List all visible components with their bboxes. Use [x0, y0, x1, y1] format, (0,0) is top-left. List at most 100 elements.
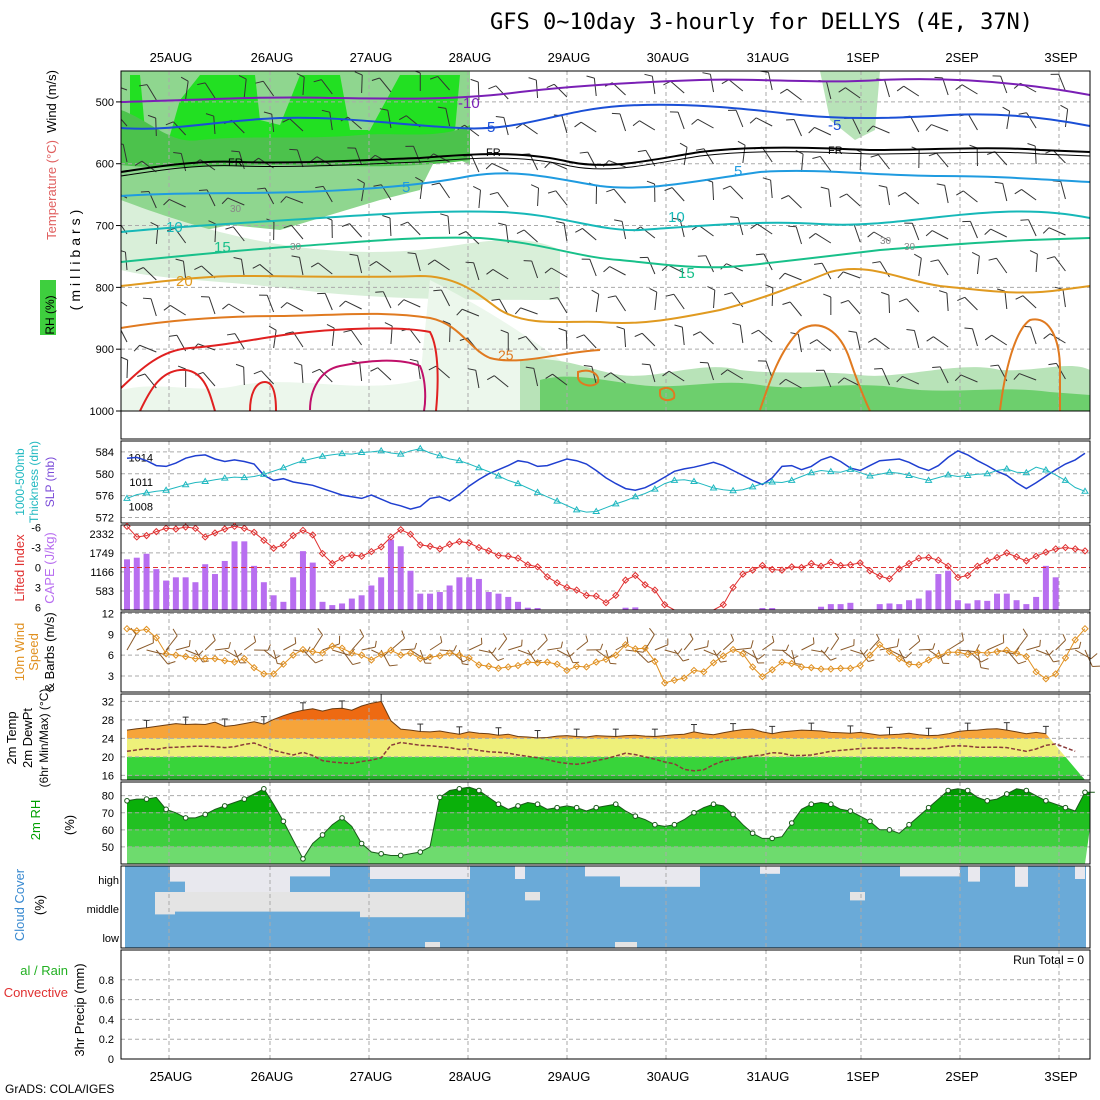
wind-speed-marker	[641, 644, 649, 652]
wind-barb-feather	[674, 324, 683, 328]
wind-barb	[1049, 333, 1066, 344]
wind-speed-marker	[572, 662, 581, 670]
wind-speed-marker	[934, 652, 943, 660]
li-marker	[788, 563, 796, 571]
thickness-marker	[357, 448, 366, 455]
wind-barb-feather	[1029, 250, 1038, 255]
ylabel-millibars: (millibars)	[67, 206, 83, 311]
wind-barb	[693, 646, 708, 651]
wind-barb-feather	[296, 73, 305, 78]
cape-bar	[622, 607, 629, 610]
thickness-marker	[1061, 476, 1070, 483]
li-marker	[1042, 548, 1050, 556]
wind-barb-feather	[1015, 295, 1024, 300]
wind-barb	[387, 110, 392, 129]
wind-barb	[845, 87, 861, 99]
wind-barb-feather	[876, 633, 880, 640]
cape-bar	[1052, 577, 1059, 610]
precip-total-label: al / Rain	[20, 963, 68, 978]
wind-barb-feather	[429, 75, 438, 80]
wind-barb	[1019, 373, 1037, 381]
wind-barb	[670, 80, 685, 94]
li-marker	[641, 581, 649, 589]
wind-barb	[763, 253, 773, 271]
wind-barb	[345, 300, 362, 310]
wind-speed-marker	[944, 648, 952, 657]
li-marker	[484, 547, 493, 555]
cloud-high-block	[1075, 866, 1085, 879]
wind-barb-feather	[872, 261, 881, 264]
wind-barb-feather	[1048, 362, 1057, 366]
wind-barb-feather	[514, 307, 522, 315]
rh-legend-swatch	[40, 280, 56, 335]
contour-label-plus5-a: 5	[402, 179, 410, 196]
wind-speed-marker	[191, 654, 200, 663]
wind-barb	[791, 649, 796, 664]
wind-barb	[271, 114, 275, 133]
temp-band	[127, 756, 1085, 776]
wind-barb	[821, 263, 832, 280]
wind-barb-feather	[339, 300, 346, 307]
wind-barb	[136, 642, 154, 651]
wind-barb-feather	[462, 657, 471, 663]
tick-label: 0	[35, 563, 41, 575]
wind-barb-feather	[812, 155, 821, 159]
rh-marker	[378, 850, 384, 857]
tick-label: 2332	[90, 529, 114, 541]
wind-barb-feather	[291, 255, 300, 258]
li-marker	[328, 559, 336, 568]
wind-barb-feather	[1018, 112, 1027, 115]
rh-marker	[632, 813, 639, 819]
wind-barb-feather	[528, 77, 537, 81]
wind-speed-marker	[260, 670, 268, 678]
wind-barb	[765, 360, 773, 379]
wind-barb	[713, 290, 716, 309]
wind-barb	[668, 370, 685, 382]
wind-barb-feather	[757, 653, 765, 660]
tick-label: 16	[102, 770, 114, 782]
wind-barb-feather	[603, 372, 612, 378]
wind-barb	[121, 87, 128, 91]
rh-marker	[808, 801, 815, 808]
rh-marker	[476, 787, 482, 794]
rh-bands	[127, 787, 1090, 864]
li-marker	[876, 572, 884, 580]
contour-label-plus10-a: 10	[166, 219, 183, 236]
tick-label: low	[102, 933, 119, 945]
wind-barb	[350, 329, 363, 346]
wind-speed-marker	[876, 640, 884, 649]
wind-barb-feather	[458, 231, 467, 236]
wind-barb	[445, 108, 451, 127]
wind-barb	[243, 79, 247, 98]
wind-barb-feather	[867, 337, 876, 343]
wind-speed-marker	[621, 640, 630, 649]
wind-barb	[698, 225, 714, 237]
li-marker	[533, 563, 542, 571]
li-marker	[553, 579, 561, 587]
wind-barb-feather	[525, 366, 534, 369]
panel-ylabel: Thickness (dm)	[27, 441, 41, 523]
wind-barb-feather	[576, 334, 585, 339]
wind-barb	[673, 293, 685, 310]
cape-bar	[485, 592, 492, 610]
rh-marker	[417, 849, 424, 855]
cape-bar	[153, 569, 160, 610]
wind-barb	[888, 294, 890, 314]
wind-barb-feather	[1060, 104, 1068, 110]
rh-marker	[906, 821, 912, 828]
wind-barb	[260, 370, 274, 385]
wind-barb	[317, 262, 333, 275]
wind-barb	[1054, 256, 1066, 272]
wind-barb-feather	[649, 627, 655, 635]
cape-bar	[251, 565, 258, 610]
wind-barb	[232, 226, 245, 242]
wind-barb-feather	[765, 284, 774, 289]
rh-line	[126, 786, 1095, 860]
cape-bar	[456, 577, 463, 610]
cape-bar	[378, 577, 385, 610]
cloud-mid-block	[525, 892, 540, 901]
wind-speed-marker	[1042, 675, 1050, 683]
wind-barb-feather	[383, 651, 389, 657]
wind-speed-marker	[133, 627, 141, 635]
li-marker	[963, 571, 972, 580]
